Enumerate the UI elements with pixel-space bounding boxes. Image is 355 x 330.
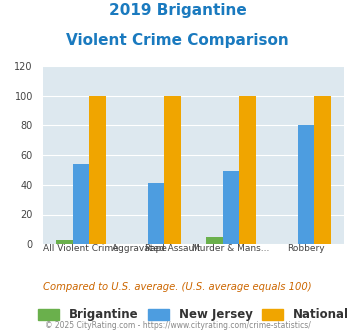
- Bar: [164, 96, 181, 244]
- Text: All Violent Crime: All Violent Crime: [43, 244, 119, 253]
- Text: Rape: Rape: [144, 244, 168, 253]
- Bar: [297, 125, 314, 244]
- Text: Murder & Mans...: Murder & Mans...: [192, 244, 270, 253]
- Bar: [314, 96, 331, 244]
- Text: Violent Crime Comparison: Violent Crime Comparison: [66, 33, 289, 48]
- Bar: [223, 172, 239, 244]
- Bar: [148, 183, 164, 244]
- Legend: Brigantine, New Jersey, National: Brigantine, New Jersey, National: [33, 304, 354, 326]
- Bar: [89, 96, 106, 244]
- Bar: [206, 237, 223, 244]
- Text: © 2025 CityRating.com - https://www.cityrating.com/crime-statistics/: © 2025 CityRating.com - https://www.city…: [45, 321, 310, 330]
- Text: 2019 Brigantine: 2019 Brigantine: [109, 3, 246, 18]
- Text: Robbery: Robbery: [287, 244, 325, 253]
- Bar: [56, 240, 73, 244]
- Bar: [239, 96, 256, 244]
- Bar: [73, 164, 89, 244]
- Text: Compared to U.S. average. (U.S. average equals 100): Compared to U.S. average. (U.S. average …: [43, 282, 312, 292]
- Text: Aggravated Assault: Aggravated Assault: [112, 245, 200, 253]
